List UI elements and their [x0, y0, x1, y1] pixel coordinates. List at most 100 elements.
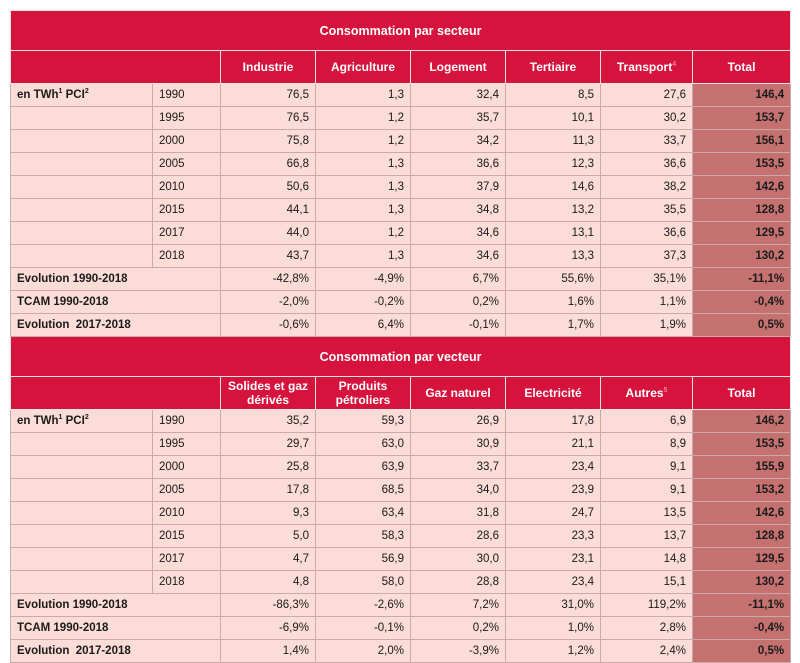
value-cell: 25,8 — [220, 455, 316, 479]
table-row: 2017 44,0 1,2 34,6 13,1 36,6 129,5 — [10, 221, 792, 245]
total-cell: -0,4% — [691, 616, 792, 640]
value-cell: -0,6% — [220, 313, 316, 337]
value-cell: 68,5 — [315, 478, 411, 502]
total-cell: -11,1% — [691, 267, 792, 291]
vector-column-header-label: Produits pétroliers — [335, 379, 391, 407]
sector-header-row: Industrie Agriculture Logement Tertiaire Tra… — [10, 50, 792, 84]
value-cell: 10,1 — [505, 106, 601, 130]
sector-column-header-label: Tertiaire — [529, 60, 577, 74]
value-cell: 35,1% — [600, 267, 693, 291]
year-cell: 1995 — [152, 432, 221, 456]
vector-header-row: Solides et gaz dérivés Produits pétrolier… — [10, 376, 792, 410]
value-cell: 75,8 — [220, 129, 316, 153]
stats-label: TCAM 1990-2018 — [10, 290, 221, 314]
value-cell: 33,7 — [410, 455, 506, 479]
table-row: 2018 43,7 1,3 34,6 13,3 37,3 130,2 — [10, 244, 792, 268]
value-cell: 36,6 — [410, 152, 506, 176]
value-cell: 6,7% — [410, 267, 506, 291]
stats-row: TCAM 1990-2018 -6,9% -0,1% 0,2% 1,0% 2,8% -0,4… — [10, 616, 792, 640]
vector-title-row: Consommation par vecteur — [9, 336, 792, 377]
value-cell: 6,4% — [315, 313, 411, 337]
vector-column-header: Electricité — [505, 376, 601, 410]
value-cell: 1,3 — [315, 244, 411, 268]
value-cell: 38,2 — [600, 175, 693, 199]
value-cell: 30,9 — [410, 432, 506, 456]
value-cell: 9,1 — [600, 455, 693, 479]
vector-column-header-label: Autres — [625, 386, 664, 400]
unit-label-cell — [10, 432, 153, 456]
table-row: 1995 76,5 1,2 35,7 10,1 30,2 153,7 — [10, 106, 792, 130]
vector-column-header-label: Electricité — [524, 386, 582, 400]
value-cell: 58,0 — [315, 570, 411, 594]
total-cell: 146,2 — [691, 409, 792, 433]
value-cell: 1,3 — [315, 175, 411, 199]
unit-label-cell — [10, 198, 153, 222]
year-cell: 2010 — [152, 501, 221, 525]
value-cell: 0,2% — [410, 616, 506, 640]
value-cell: 13,3 — [505, 244, 601, 268]
value-cell: 1,3 — [315, 83, 411, 107]
value-cell: 1,1% — [600, 290, 693, 314]
value-cell: 1,9% — [600, 313, 693, 337]
value-cell: 23,1 — [505, 547, 601, 571]
total-cell: 129,5 — [691, 547, 792, 571]
stats-row: Evolution 1990-2018 -86,3% -2,6% 7,2% 31,0% 1… — [10, 593, 792, 617]
table-row: en TWh1 PCI2 1990 76,5 1,3 32,4 8,5 27,6 146,4 — [10, 83, 792, 107]
value-cell: 44,1 — [220, 198, 316, 222]
value-cell: 36,6 — [600, 152, 693, 176]
value-cell: 17,8 — [505, 409, 601, 433]
unit-footnote-1: 1 — [58, 414, 63, 422]
value-cell: 14,6 — [505, 175, 601, 199]
value-cell: 58,3 — [315, 524, 411, 548]
total-cell: 0,5% — [691, 313, 792, 337]
value-cell: 0,2% — [410, 290, 506, 314]
table-row: 2018 4,8 58,0 28,8 23,4 15,1 130,2 — [10, 570, 792, 594]
vector-column-header: Total — [691, 376, 792, 410]
total-cell: 128,8 — [691, 524, 792, 548]
sector-column-header-label: Industrie — [242, 60, 294, 74]
value-cell: 34,0 — [410, 478, 506, 502]
total-cell: 155,9 — [691, 455, 792, 479]
value-cell: -0,2% — [315, 290, 411, 314]
unit-label: en TWh — [17, 415, 59, 427]
total-cell: -11,1% — [691, 593, 792, 617]
value-cell: -0,1% — [315, 616, 411, 640]
value-cell: 23,4 — [505, 455, 601, 479]
value-cell: 21,1 — [505, 432, 601, 456]
sector-footnote-marker: 4 — [672, 61, 677, 68]
value-cell: 1,6% — [505, 290, 601, 314]
sector-column-header-label: Transport — [616, 60, 673, 74]
stats-row: Evolution 1990-2018 -42,8% -4,9% 6,7% 55,6% 3… — [10, 267, 792, 291]
value-cell: 2,8% — [600, 616, 693, 640]
vector-footnote-marker: 5 — [663, 387, 668, 394]
value-cell: 9,3 — [220, 501, 316, 525]
value-cell: 50,6 — [220, 175, 316, 199]
value-cell: 44,0 — [220, 221, 316, 245]
value-cell: 5,0 — [220, 524, 316, 548]
total-cell: 129,5 — [691, 221, 792, 245]
total-cell: 156,1 — [691, 129, 792, 153]
value-cell: 55,6% — [505, 267, 601, 291]
year-cell: 2015 — [152, 198, 221, 222]
vector-column-header: Gaz naturel — [410, 376, 506, 410]
unit-label-cell — [10, 106, 153, 130]
value-cell: 33,7 — [600, 129, 693, 153]
value-cell: 1,7% — [505, 313, 601, 337]
value-cell: 1,2% — [505, 639, 601, 663]
total-cell: 130,2 — [691, 244, 792, 268]
unit-footnote-1: 1 — [58, 88, 63, 96]
value-cell: 63,4 — [315, 501, 411, 525]
value-cell: 27,6 — [600, 83, 693, 107]
value-cell: 76,5 — [220, 106, 316, 130]
value-cell: 63,9 — [315, 455, 411, 479]
value-cell: 30,0 — [410, 547, 506, 571]
sector-column-header-label: Logement — [429, 60, 487, 74]
value-cell: 28,8 — [410, 570, 506, 594]
sector-column-header: Logement — [410, 50, 506, 84]
year-cell: 2005 — [152, 478, 221, 502]
value-cell: -3,9% — [410, 639, 506, 663]
value-cell: 17,8 — [220, 478, 316, 502]
value-cell: 31,8 — [410, 501, 506, 525]
total-cell: 153,5 — [691, 152, 792, 176]
value-cell: 37,3 — [600, 244, 693, 268]
